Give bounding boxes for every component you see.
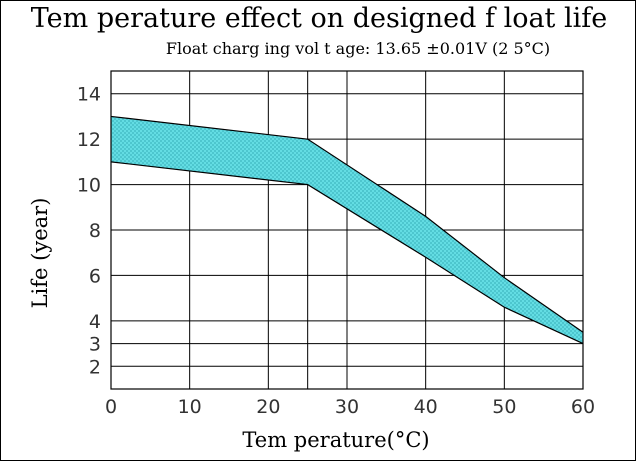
x-tick-label: 30 (335, 396, 359, 418)
life-band-lower-line (110, 161, 584, 345)
y-tick-label: 2 (89, 356, 101, 378)
y-axis-label: Life (year) (28, 198, 52, 309)
life-band-layer (110, 115, 584, 345)
x-tick-label: 50 (492, 396, 516, 418)
chart-subtitle: Float charg ing vol t age: 13.65 ±0.01V … (166, 39, 550, 58)
x-tick-labels: 0 10 20 30 40 50 60 (105, 396, 595, 418)
y-tick-label: 10 (77, 175, 101, 197)
x-tick-label: 0 (105, 396, 117, 418)
x-axis-label: Tem perature(°C) (242, 428, 429, 452)
y-tick-label: 3 (89, 334, 101, 356)
grid (110, 71, 584, 389)
y-tick-label: 4 (89, 311, 101, 333)
life-band-upper-line (110, 115, 584, 333)
y-tick-label: 6 (89, 265, 101, 287)
y-tick-label: 12 (77, 129, 101, 151)
x-tick-label: 40 (414, 396, 438, 418)
life-band-area (111, 116, 583, 344)
x-tick-label: 60 (571, 396, 595, 418)
x-tick-label: 20 (256, 396, 280, 418)
y-tick-label: 8 (89, 220, 101, 242)
chart-title: Tem perature effect on designed f loat l… (31, 3, 607, 34)
y-tick-labels: 234 6 8 10 12 14 (77, 84, 101, 379)
x-tick-label: 10 (178, 396, 202, 418)
plot-border (110, 70, 584, 390)
y-tick-label: 14 (77, 84, 101, 106)
plot-frame (110, 70, 584, 390)
